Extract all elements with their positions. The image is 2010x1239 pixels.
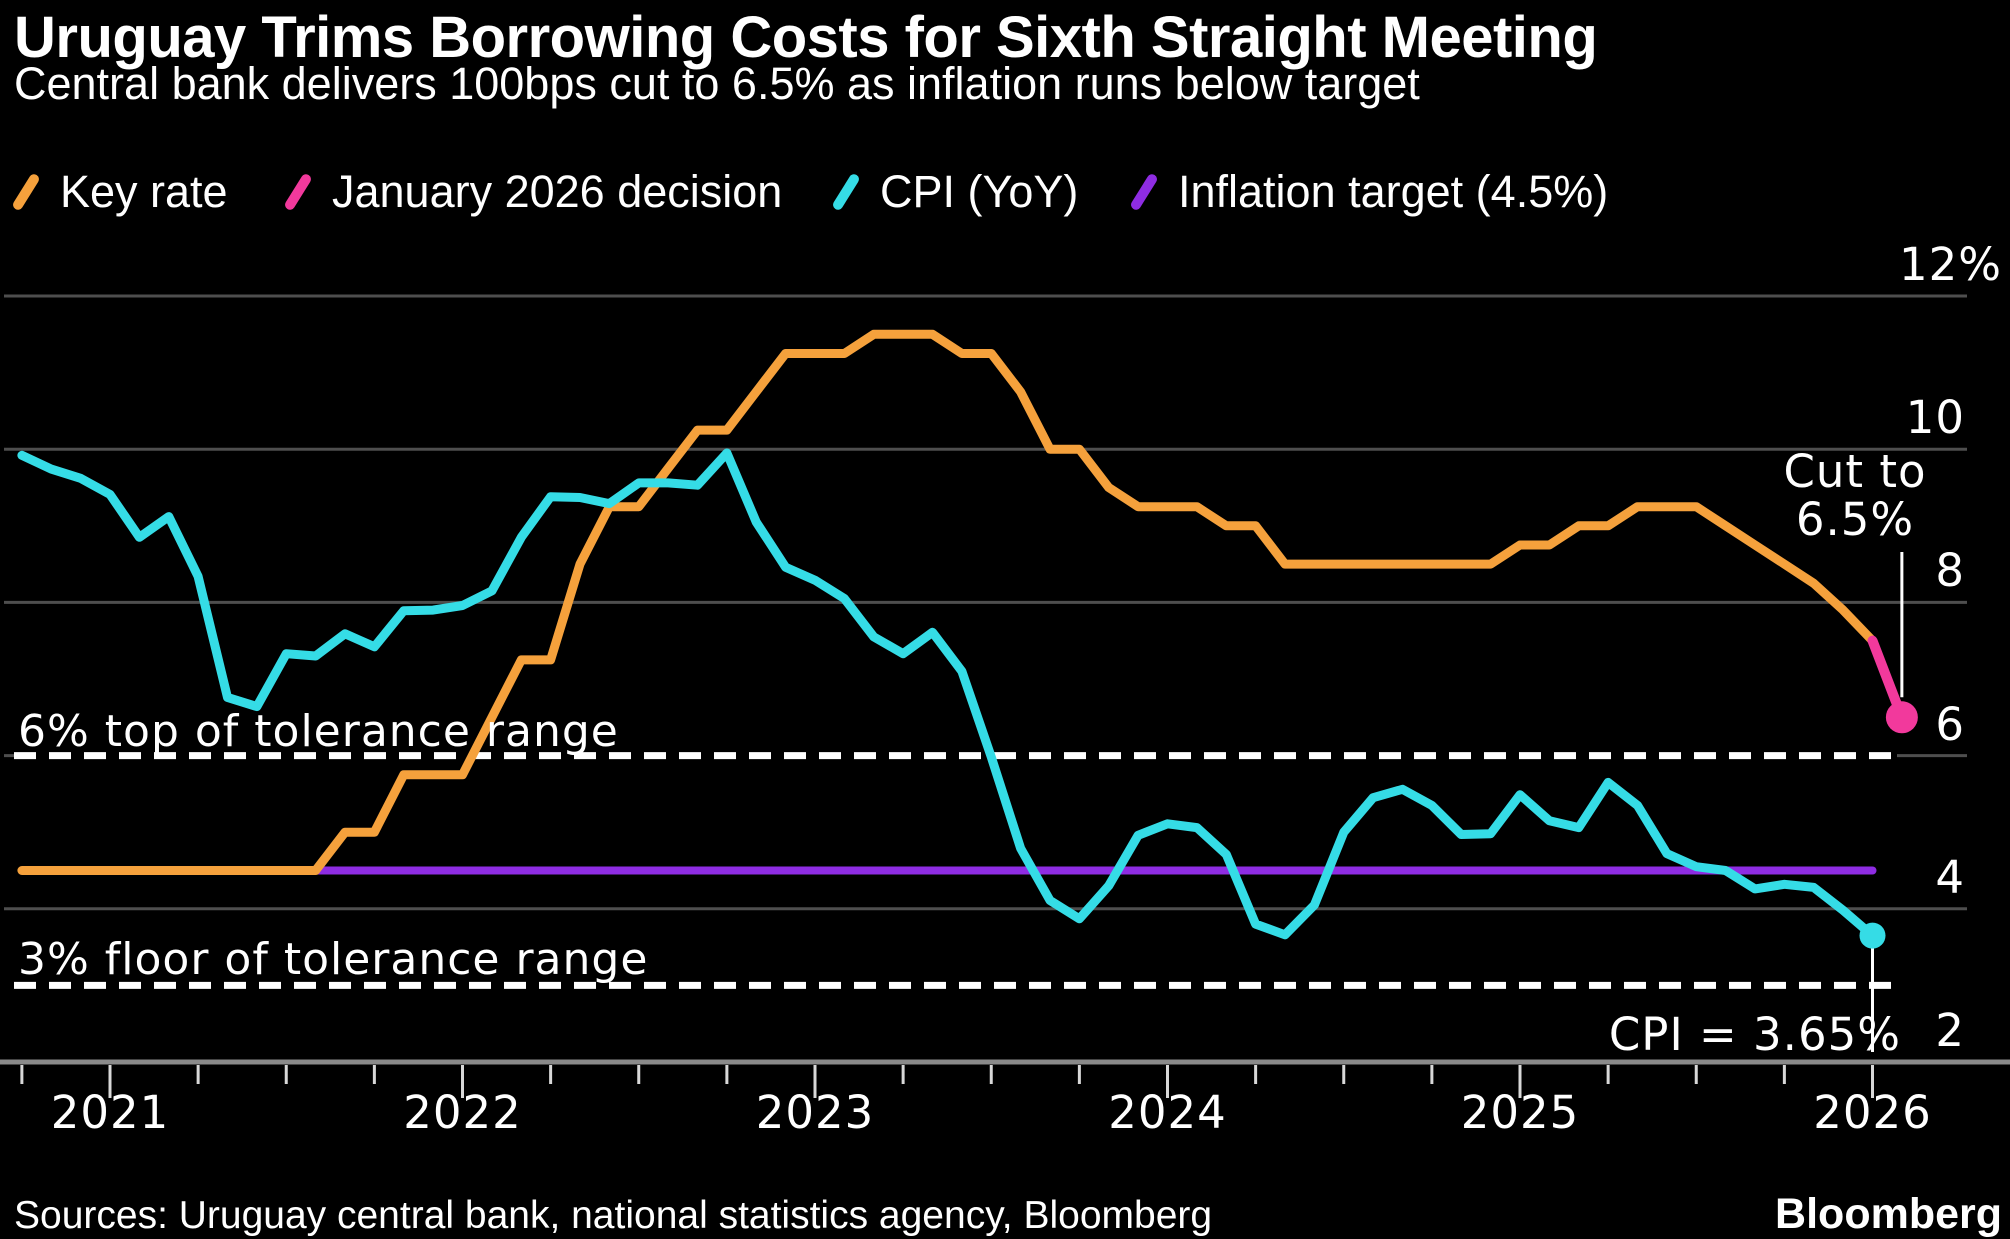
legend: Key rate January 2026 decision CPI (YoY)…	[0, 166, 2010, 218]
cpi-annotation: CPI = 3.65%	[1608, 1008, 1901, 1061]
source-note: Sources: Uruguay central bank, national …	[14, 1194, 1213, 1237]
cpi-line	[17, 448, 1877, 941]
y-axis-tick-label: 10	[1905, 391, 1965, 445]
page-title: Uruguay Trims Borrowing Costs for Sixth …	[14, 5, 1598, 70]
y-axis-tick-label: 8	[1935, 544, 1965, 598]
page-subtitle: Central bank delivers 100bps cut to 6.5%…	[14, 58, 1420, 109]
legend-item-key-rate: Key rate	[6, 166, 228, 218]
decision-marker	[1885, 701, 1918, 734]
legend-label: Key rate	[60, 166, 228, 217]
legend-label: Inflation target (4.5%)	[1178, 166, 1609, 217]
cut-to-annotation-line1: Cut to	[1783, 445, 1927, 498]
legend-item-january-2026-decision: January 2026 decision	[278, 166, 782, 218]
bloomberg-logo: Bloomberg	[1775, 1190, 2002, 1238]
cut-to-annotation-line2: 6.5%	[1795, 493, 1915, 546]
y-axis-tick-label: 4	[1935, 850, 1965, 904]
tolerance-top-label: 6% top of tolerance range	[18, 706, 619, 757]
cpi-marker	[1859, 922, 1886, 949]
y-axis-tick-label: 6	[1935, 697, 1965, 751]
y-axis-tick-label: 12%	[1898, 238, 2002, 291]
legend-item-cpi: CPI (YoY)	[826, 166, 1078, 218]
legend-item-inflation-target: Inflation target (4.5%)	[1124, 166, 1608, 218]
x-axis-tick-label: 2021	[50, 1086, 170, 1139]
x-axis-tick-label: 2023	[755, 1086, 875, 1139]
x-axis-tick-label: 2024	[1108, 1086, 1227, 1139]
x-axis-tick-label: 2025	[1460, 1086, 1580, 1139]
tolerance-floor-label: 3% floor of tolerance range	[18, 934, 649, 985]
x-axis-tick-label: 2026	[1813, 1086, 1932, 1139]
legend-label: CPI (YoY)	[880, 166, 1079, 217]
cut-to-annotation: Cut to 6.5%	[1775, 448, 1935, 544]
x-axis-tick-label: 2022	[403, 1086, 522, 1139]
key-rate-line	[17, 329, 1877, 875]
legend-label: January 2026 decision	[332, 166, 783, 217]
y-axis-tick-label: 2	[1935, 1004, 1965, 1057]
